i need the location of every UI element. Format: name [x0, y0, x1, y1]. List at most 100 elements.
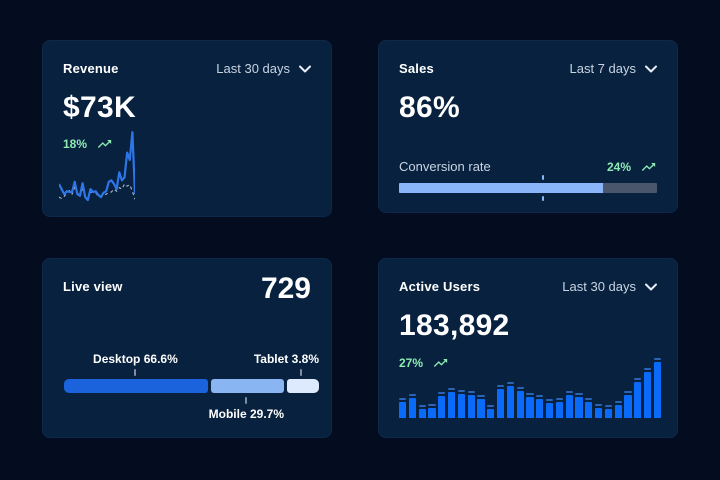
users-bar: [604, 405, 613, 418]
users-bar-cap: [536, 395, 544, 398]
users-bar-cap: [457, 389, 466, 392]
users-bar-body: [624, 395, 632, 418]
revenue-card: Revenue Last 30 days $73K 18%: [42, 40, 332, 217]
conversion-progress: [399, 175, 657, 201]
users-bar: [526, 393, 534, 418]
users-bar-body: [467, 395, 475, 418]
sales-card-title: Sales: [399, 61, 434, 76]
users-bar-cap: [418, 405, 426, 408]
segment-desktop: [64, 379, 209, 393]
users-bar: [506, 382, 515, 418]
users-bar-body: [496, 389, 505, 418]
users-bar-body: [565, 395, 573, 418]
users-bar: [477, 395, 485, 418]
conversion-rate-row: Conversion rate 24%: [399, 159, 657, 174]
active-users-card: Active Users Last 30 days 183,892 27%: [378, 258, 678, 438]
live-view-card-title: Live view: [63, 279, 123, 294]
progress-marker: [542, 196, 545, 201]
users-bar-cap: [506, 382, 515, 384]
users-bar-body: [438, 396, 446, 418]
users-bar-cap: [447, 388, 456, 390]
users-bar-body: [536, 399, 544, 418]
users-bar-body: [487, 408, 495, 418]
progress-track: [399, 183, 657, 193]
live-view-card-header: Live view: [63, 279, 311, 294]
chevron-down-icon: [645, 65, 657, 72]
users-bar: [467, 391, 475, 418]
users-bar-cap: [545, 399, 554, 402]
users-bar-cap: [604, 405, 613, 408]
revenue-range-selector[interactable]: Last 30 days: [216, 61, 311, 76]
users-bar-cap: [594, 403, 603, 406]
progress-fill: [399, 183, 603, 193]
desktop-share-label: Desktop 66.6%: [93, 352, 178, 366]
active-users-delta-value: 27%: [399, 356, 424, 370]
live-view-card: Live view 729 Desktop 66.6% Tablet 3.8% …: [42, 258, 332, 438]
chevron-down-icon: [299, 65, 311, 72]
users-bar-cap: [585, 397, 593, 400]
active-users-card-header: Active Users Last 30 days: [399, 279, 657, 294]
users-bar-cap: [555, 397, 564, 400]
users-bar-cap: [575, 393, 583, 396]
sales-card-header: Sales Last 7 days: [399, 61, 657, 76]
users-bar-body: [408, 398, 417, 418]
segment-tablet: [286, 379, 319, 393]
users-bar-cap: [438, 392, 446, 395]
users-bar: [643, 368, 652, 418]
trend-up-icon: [433, 359, 448, 367]
users-bar: [457, 389, 466, 418]
tablet-tick: [300, 369, 303, 376]
users-bar-cap: [428, 403, 436, 406]
users-bar-body: [634, 382, 642, 418]
desktop-tick: [134, 369, 137, 376]
device-split-chart: Desktop 66.6% Tablet 3.8% Mobile 29.7%: [64, 352, 319, 426]
sales-range-selector[interactable]: Last 7 days: [570, 61, 657, 76]
device-split-bar: [64, 379, 319, 393]
trend-up-icon: [97, 140, 112, 148]
users-bar: [496, 385, 505, 418]
users-bar: [516, 386, 524, 418]
users-bar: [624, 391, 632, 418]
users-bar-body: [653, 362, 662, 418]
segment-mobile: [211, 379, 284, 393]
active-users-range-label: Last 30 days: [562, 279, 636, 294]
users-bar: [575, 393, 583, 418]
users-bar: [428, 403, 436, 418]
sales-card: Sales Last 7 days 86% Conversion rate 24…: [378, 40, 678, 213]
users-bar-body: [447, 392, 456, 418]
users-bar: [555, 397, 564, 418]
revenue-card-header: Revenue Last 30 days: [63, 61, 311, 76]
users-bar: [585, 397, 593, 418]
users-bar-body: [477, 399, 485, 418]
users-bar-body: [399, 401, 407, 418]
users-bar: [545, 399, 554, 418]
users-bar: [653, 358, 662, 418]
users-bar-cap: [526, 393, 534, 396]
active-users-range-selector[interactable]: Last 30 days: [562, 279, 657, 294]
users-bar-cap: [467, 391, 475, 393]
users-bar-cap: [487, 404, 495, 407]
users-bar-body: [585, 401, 593, 418]
users-bar: [408, 394, 417, 418]
revenue-delta: 18%: [63, 137, 113, 151]
revenue-series-current: [59, 132, 135, 200]
users-bar: [536, 395, 544, 418]
users-bar: [614, 401, 622, 418]
users-bar-body: [604, 409, 613, 418]
users-bar-cap: [399, 397, 407, 400]
sales-delta-value: 24%: [606, 159, 631, 174]
users-bar-cap: [653, 358, 662, 360]
users-bar: [418, 405, 426, 418]
users-bar-cap: [643, 368, 652, 371]
users-bar: [438, 392, 446, 418]
users-bar-cap: [408, 394, 417, 396]
sales-value: 86%: [399, 91, 460, 124]
live-view-value: 729: [260, 272, 311, 305]
active-users-delta: 27%: [399, 356, 449, 370]
sales-delta: 24%: [607, 160, 657, 174]
users-bar-cap: [614, 401, 622, 404]
users-bar-cap: [624, 391, 632, 393]
users-bar-body: [545, 403, 554, 418]
users-bar-body: [526, 397, 534, 418]
